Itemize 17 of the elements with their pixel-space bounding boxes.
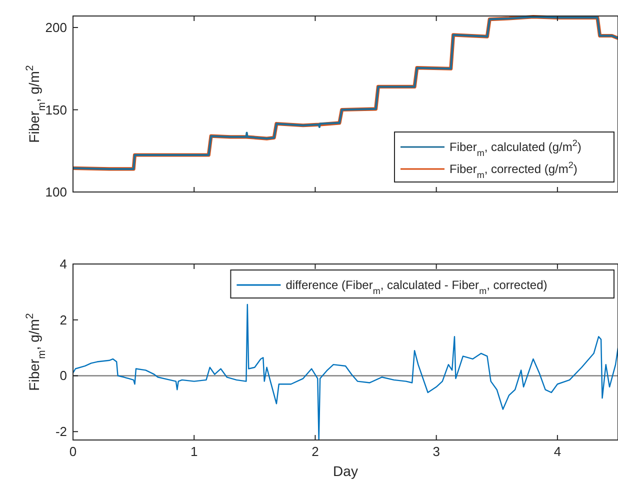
y-tick-label: 2 xyxy=(60,312,67,328)
legend-label: Fiber$_{m}$, calculated (g/m$^{2}$) xyxy=(450,138,582,158)
x-tick-label: 2 xyxy=(312,444,319,459)
y-tick-label: -2 xyxy=(55,424,67,440)
y-tick-label: 200 xyxy=(45,20,67,36)
x-tick-label: 4 xyxy=(554,444,562,459)
legend-label: difference (Fiber$_{m}$, calculated - Fiber$_{m}$, corrected) xyxy=(286,278,548,296)
x-axis-title: Day xyxy=(333,463,358,479)
x-tick-label: 3 xyxy=(432,444,440,459)
y-tick-label: 4 xyxy=(60,256,67,272)
legend-label: Fiber$_{m}$, corrected (g/m$^{2}$) xyxy=(450,160,578,180)
y-tick-label: 150 xyxy=(45,102,67,118)
y-tick-label: 0 xyxy=(60,368,67,384)
x-tick-label: 0 xyxy=(69,444,77,459)
x-tick-label: 1 xyxy=(190,444,198,459)
line-series xyxy=(72,304,618,441)
y-tick-label: 100 xyxy=(45,184,67,200)
